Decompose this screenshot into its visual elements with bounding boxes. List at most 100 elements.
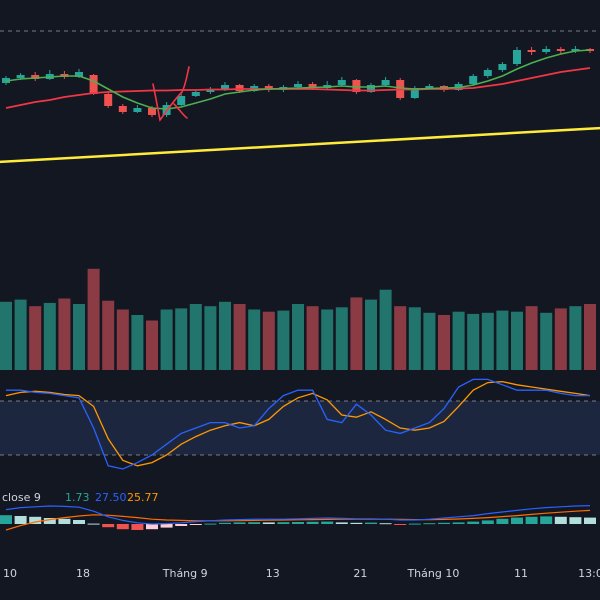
candle-body — [571, 49, 580, 51]
macd-legend[interactable]: close 9 1.73 27.50 25.77 — [2, 491, 159, 504]
volume-bar — [350, 297, 363, 370]
stochastic-band — [0, 401, 600, 455]
macd-histogram-bar — [525, 516, 538, 524]
stochastic-k-line — [6, 378, 590, 470]
volume-bar — [29, 306, 42, 370]
macd-histogram-bar — [365, 522, 377, 524]
macd-histogram-bar — [511, 517, 523, 524]
volume-bar — [554, 308, 567, 370]
handwritten-drawing[interactable] — [152, 66, 190, 122]
time-axis-tick-label: 13:00 — [578, 567, 600, 580]
volume-bar — [306, 306, 319, 370]
macd-legend-label: close 9 — [2, 491, 41, 504]
volume-bar — [467, 313, 480, 370]
candle-body — [221, 85, 229, 89]
macd-pane[interactable] — [0, 505, 596, 531]
candle-body — [513, 50, 521, 64]
stochastic-d-line — [5, 380, 591, 467]
macd-histogram-bar — [321, 521, 334, 524]
yellow-trendline[interactable] — [0, 126, 600, 164]
candle-body — [367, 85, 375, 92]
volume-bar — [408, 307, 421, 370]
time-axis-tick-label: 11 — [514, 567, 528, 580]
candle-body — [206, 89, 215, 92]
candle-body — [556, 49, 565, 51]
time-axis-tick-label: Tháng 10 — [406, 567, 459, 580]
macd-histogram-bar — [146, 524, 158, 530]
price-pane[interactable] — [2, 46, 594, 117]
macd-histogram-bar — [175, 524, 188, 526]
candle-body — [31, 75, 40, 79]
volume-bar — [379, 289, 392, 370]
macd-histogram-bar — [277, 522, 290, 524]
macd-legend-signal: 25.77 — [127, 491, 159, 504]
macd-histogram-bar — [0, 515, 12, 524]
macd-histogram-bar — [160, 524, 173, 528]
time-axis[interactable]: 10 18 Tháng 9 13 21 Tháng 10 11 13:00 — [3, 567, 600, 580]
macd-histogram-bar — [452, 522, 465, 524]
candle-body — [542, 49, 551, 52]
candle-body — [148, 108, 156, 115]
volume-bar — [131, 315, 144, 370]
volume-bar — [335, 307, 348, 370]
candle-body — [483, 70, 492, 76]
macd-histogram-bar — [379, 523, 392, 525]
volume-pane[interactable] — [0, 268, 596, 370]
candle-body — [235, 85, 244, 91]
candle-body — [133, 108, 142, 112]
volume-bar — [277, 310, 290, 370]
macd-histogram-bar — [394, 524, 407, 525]
macd-histogram-bar — [408, 523, 421, 525]
volume-bar — [219, 301, 231, 370]
macd-histogram-bar — [43, 518, 56, 524]
volume-bar — [248, 309, 261, 370]
time-axis-tick-label: 21 — [353, 567, 367, 580]
macd-histogram-bar — [262, 522, 275, 524]
volume-bar — [58, 298, 71, 370]
volume-bar — [584, 304, 596, 370]
candle-body — [104, 94, 113, 106]
macd-histogram-bar — [554, 516, 567, 524]
volume-bar — [204, 306, 217, 370]
volume-bar — [394, 306, 407, 370]
macd-histogram-bar — [438, 522, 450, 524]
macd-histogram-bar — [496, 518, 509, 524]
volume-bar — [160, 309, 173, 370]
macd-histogram-bar — [540, 516, 553, 524]
volume-bar — [102, 300, 115, 370]
macd-histogram-bar — [306, 521, 319, 524]
volume-bar — [262, 311, 275, 370]
stochastic-pane[interactable] — [0, 378, 600, 470]
macd-legend-macd: 27.50 — [95, 491, 127, 504]
macd-histogram-bar — [87, 523, 100, 525]
candle-body — [469, 76, 478, 84]
time-axis-tick-label: 10 — [3, 567, 17, 580]
macd-histogram-bar — [233, 522, 246, 524]
volume-bar — [146, 320, 158, 370]
volume-bar — [292, 304, 304, 370]
volume-bar — [233, 304, 246, 370]
candle-body — [118, 106, 127, 112]
moving-average-slow — [5, 67, 591, 109]
volume-bar — [540, 312, 553, 370]
volume-bar — [87, 268, 100, 370]
time-axis-tick-label: 13 — [266, 567, 280, 580]
volume-bar — [0, 301, 12, 370]
volume-bar — [525, 306, 538, 370]
volume-bar — [116, 309, 129, 370]
macd-histogram-bar — [292, 522, 304, 524]
candle-body — [294, 84, 302, 87]
candle-body — [16, 75, 25, 78]
candle-body — [498, 64, 507, 70]
candle-body — [308, 84, 317, 88]
macd-histogram-bar — [467, 521, 480, 524]
time-axis-tick-label: Tháng 9 — [162, 567, 208, 580]
candle-body — [352, 80, 361, 92]
macd-histogram-bar — [481, 520, 494, 524]
volume-bar — [189, 304, 202, 370]
macd-histogram-bar — [350, 522, 363, 524]
volume-bar — [321, 309, 334, 370]
volume-bar — [43, 302, 56, 370]
